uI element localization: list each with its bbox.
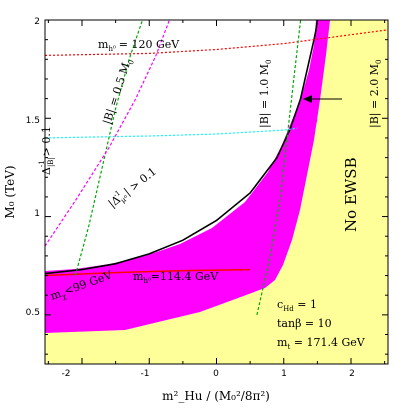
- y-tick-label: 2: [34, 17, 40, 27]
- y-axis-label: M₀ (TeV): [3, 165, 17, 218]
- x-tick-label: 2: [349, 369, 355, 379]
- annotation-delta-b: Δ|B|-1> 0.1: [38, 126, 55, 175]
- x-tick-label: 0: [213, 369, 219, 379]
- annotation-mh-114: mh⁰=114.4 GeV: [133, 270, 219, 285]
- y-tick-label: 1.5: [26, 116, 40, 126]
- series-line-3: [45, 127, 298, 139]
- arrow-head: [303, 95, 312, 103]
- series-line-0: [45, 20, 319, 275]
- series-line-6: [45, 20, 170, 247]
- annotation-c-hd: cHd = 1: [277, 298, 317, 313]
- tick-layer: [45, 19, 388, 364]
- series-line-1: [45, 268, 251, 277]
- annotation-b-2-0: |B| = 2.0 M0: [368, 60, 383, 128]
- series-line-2: [45, 29, 388, 56]
- annotation-tanbeta: tanβ = 10: [277, 317, 332, 330]
- series-line-7: [108, 118, 318, 328]
- annotation-mt: mt = 171.4 GeV: [277, 336, 366, 351]
- y-tick-label: 1: [34, 209, 40, 219]
- series-layer: [45, 20, 388, 328]
- x-tick-label: -2: [62, 369, 71, 379]
- x-tick-label: -1: [141, 369, 150, 379]
- annotation-b-1-0: |B| = 1.0 M0: [258, 60, 273, 128]
- x-tick-label: 1: [281, 369, 287, 379]
- series-line-5: [256, 20, 302, 316]
- no-ewsb-region: [45, 20, 388, 364]
- annotation-no-ewsb: No EWSB: [342, 157, 360, 232]
- annotation-mh-120: mh⁰ = 120 GeV: [98, 38, 180, 53]
- y-tick-label: 0.5: [26, 308, 40, 318]
- x-axis-label: m²_Hu / (M₀²/8π²): [162, 389, 270, 403]
- series-line-4: [74, 20, 144, 276]
- excluded-band-region: [45, 20, 330, 333]
